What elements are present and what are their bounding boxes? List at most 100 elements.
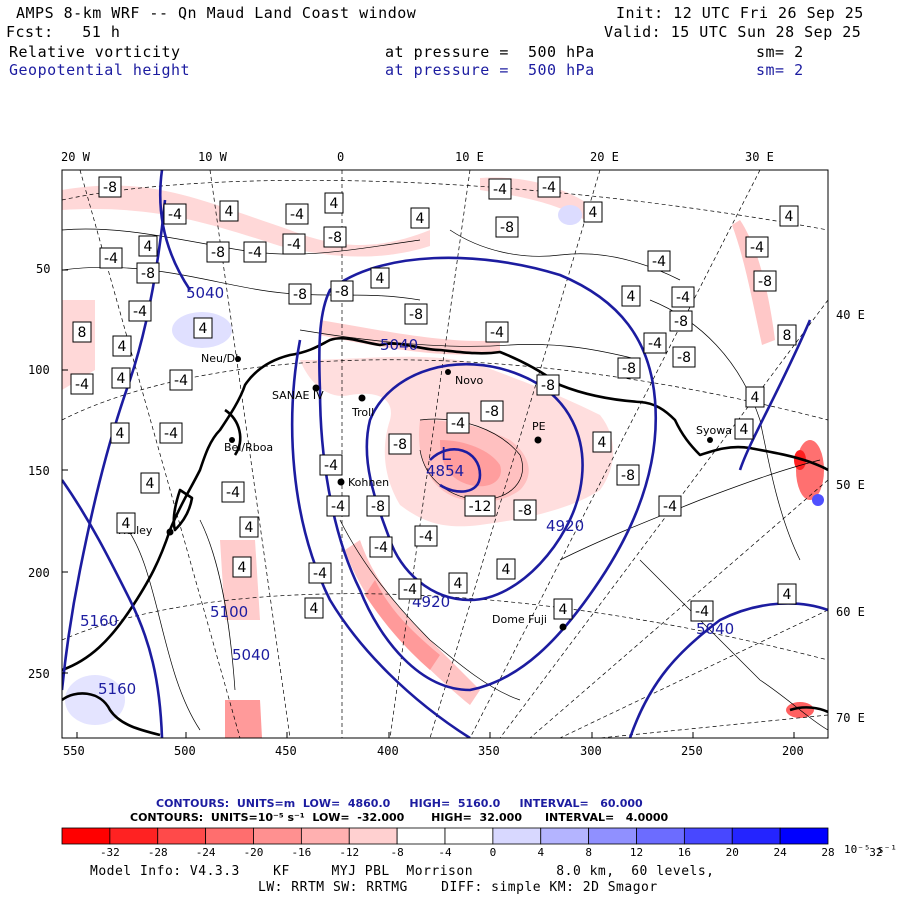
vorticity-label-box: -4 xyxy=(159,422,183,444)
vorticity-label-value: -8 xyxy=(141,266,155,282)
vorticity-label-frame xyxy=(243,241,267,263)
vorticity-label-frame xyxy=(232,556,252,578)
vorticity-label-value: 4 xyxy=(146,476,155,492)
vorticity-label-box: 4 xyxy=(779,205,799,227)
vorticity-label-box: 4 xyxy=(110,422,130,444)
vorticity-label-box: -4 xyxy=(70,373,94,395)
vorticity-label-box: -8 xyxy=(616,464,640,486)
colorbar-cell xyxy=(396,827,446,845)
vorticity-label-value: -8 xyxy=(328,230,342,246)
vorticity-label-frame xyxy=(206,241,230,263)
vorticity-label-box: 4 xyxy=(496,558,516,580)
vorticity-label-value: -4 xyxy=(750,240,764,256)
vorticity-label-box: -4 xyxy=(690,600,714,622)
colorbar-cell xyxy=(205,827,254,845)
vorticity-label-frame xyxy=(330,280,354,302)
vorticity-label-value: 4 xyxy=(238,560,247,576)
svg-text:4920: 4920 xyxy=(412,593,450,611)
vorticity-label-value: 4 xyxy=(454,576,463,592)
x-label-550: 550 xyxy=(63,744,85,758)
vorticity-label-box: -4 xyxy=(326,495,350,517)
vorticity-label-value: -8 xyxy=(622,361,636,377)
station-bel: Bel/Rboa xyxy=(224,441,273,454)
vorticity-label-box: 4 xyxy=(232,556,252,578)
svg-text:4854: 4854 xyxy=(426,462,464,480)
vorticity-label-value: -4 xyxy=(648,336,662,352)
vorticity-label-value: -8 xyxy=(674,314,688,330)
vorticity-label-frame xyxy=(669,310,693,332)
lon-label-0: 0 xyxy=(337,150,345,164)
model-info: Model Info: V4.3.3 KF MYJ PBL Morrison 8… xyxy=(90,864,715,879)
x-label-300: 300 xyxy=(580,744,602,758)
vorticity-label-box: -4 xyxy=(221,481,245,503)
vorticity-label-frame xyxy=(110,422,130,444)
station-labels: SANAE IV Troll Novo PE Syowa Kohnen Hall… xyxy=(118,352,732,626)
vorticity-label-frame xyxy=(777,324,797,346)
vorticity-label-value: -4 xyxy=(290,207,304,223)
colorbar-cell xyxy=(683,827,733,845)
vorticity-label-box: -4 xyxy=(414,525,438,547)
vorticity-label-frame xyxy=(282,233,306,255)
svg-text:5040: 5040 xyxy=(380,336,418,354)
vorticity-label-box: -4 xyxy=(285,203,309,225)
x-label-250: 250 xyxy=(681,744,703,758)
vorticity-label-box: -4 xyxy=(745,236,769,258)
colorbar-tick-label: 12 xyxy=(629,846,644,859)
svg-text:5160: 5160 xyxy=(98,680,136,698)
lon-label-30e: 30 E xyxy=(745,150,774,164)
vorticity-label-value: -4 xyxy=(164,426,178,442)
vorticity-label-value: 4 xyxy=(627,289,636,305)
vorticity-label-frame xyxy=(414,525,438,547)
vorticity-label-box: 4 xyxy=(138,235,158,257)
vorticity-label-box: -8 xyxy=(388,433,412,455)
vorticity-label-frame xyxy=(446,412,470,434)
vorticity-label-box: 4 xyxy=(304,597,324,619)
vorticity-label-frame xyxy=(617,357,641,379)
vorticity-label-box: 4 xyxy=(370,267,390,289)
vorticity-label-box: 4 xyxy=(583,201,603,223)
lon-label-20e: 20 E xyxy=(590,150,619,164)
vorticity-label-value: 4 xyxy=(118,339,127,355)
svg-text:5160: 5160 xyxy=(80,612,118,630)
colorbar-tick-label: -8 xyxy=(390,846,404,859)
vorticity-label-value: 4 xyxy=(310,601,319,617)
vorticity-label-frame xyxy=(485,321,509,343)
colorbar-cell xyxy=(444,827,494,845)
x-label-400: 400 xyxy=(377,744,399,758)
colorbar-tick-label: -4 xyxy=(438,846,452,859)
vorticity-label-frame xyxy=(495,216,519,238)
svg-text:5100: 5100 xyxy=(210,603,248,621)
vorticity-label-value: -8 xyxy=(677,350,691,366)
colorbar-tick-label: -20 xyxy=(243,846,264,859)
vorticity-label-box: -4 xyxy=(658,495,682,517)
vorticity-label-box: 4 xyxy=(140,472,160,494)
map-content: L xyxy=(62,170,828,738)
vorticity-label-frame xyxy=(366,495,390,517)
vorticity-label-box: -4 xyxy=(398,578,422,600)
vorticity-label-value: -8 xyxy=(293,287,307,303)
vorticity-label-box: 4 xyxy=(193,317,213,339)
vorticity-label-frame xyxy=(112,335,132,357)
colorbar-tick-label: -28 xyxy=(147,846,168,859)
vorticity-label-box: 8 xyxy=(72,321,92,343)
vorticity-label-value: -4 xyxy=(313,566,327,582)
colorbar-cell xyxy=(253,827,302,845)
svg-text:5040: 5040 xyxy=(696,620,734,638)
vorticity-label-frame xyxy=(643,332,667,354)
vorticity-label-value: 4 xyxy=(122,516,131,532)
colorbar-cell xyxy=(588,827,637,845)
field1-smoothing: sm= 2 xyxy=(756,43,804,61)
station-pe: PE xyxy=(532,420,546,433)
vorticity-label-value: -8 xyxy=(758,274,772,290)
vorticity-label-value: -8 xyxy=(518,503,532,519)
vorticity-label-frame xyxy=(537,176,561,198)
vorticity-label-value: -4 xyxy=(374,540,388,556)
vorticity-label-frame xyxy=(323,226,347,248)
vorticity-label-frame xyxy=(753,270,777,292)
vorticity-label-box: -4 xyxy=(282,233,306,255)
vorticity-label-value: -4 xyxy=(248,245,262,261)
vorticity-label-value: 4 xyxy=(225,204,234,220)
vorticity-label-box: 4 xyxy=(734,418,754,440)
height-labels: 5040 4920 4920 4854 5040 5040 5160 5160 … xyxy=(80,284,734,698)
vorticity-label-box: -4 xyxy=(319,454,343,476)
